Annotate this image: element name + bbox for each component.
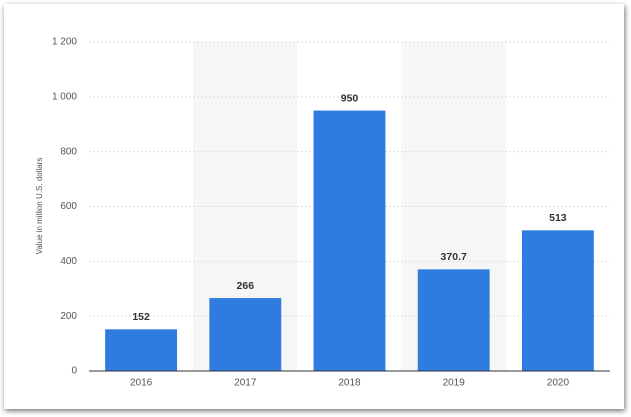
y-tick-label: 1 200 (52, 37, 77, 48)
y-tick-label: 400 (60, 256, 77, 267)
y-tick-label: 0 (71, 366, 77, 377)
y-tick-label: 200 (60, 311, 77, 322)
data-label: 950 (341, 92, 359, 104)
data-label: 152 (132, 311, 150, 323)
data-label: 370.7 (441, 251, 467, 263)
y-tick-label: 600 (60, 201, 77, 212)
x-tick-label: 2017 (234, 378, 257, 389)
data-label: 266 (237, 280, 255, 292)
bar (313, 110, 386, 372)
x-tick-label: 2018 (338, 378, 361, 389)
bar (417, 269, 490, 371)
bar (105, 329, 178, 371)
y-tick-label: 1 000 (52, 91, 77, 102)
bar (521, 230, 594, 371)
y-axis-label: Value in million U.S. dollars (35, 158, 44, 255)
x-tick-label: 2020 (547, 378, 570, 389)
bar (209, 298, 282, 371)
x-tick-label: 2019 (443, 378, 466, 389)
data-label: 513 (549, 212, 567, 224)
x-tick-label: 2016 (130, 378, 153, 389)
y-tick-label: 800 (60, 146, 77, 157)
